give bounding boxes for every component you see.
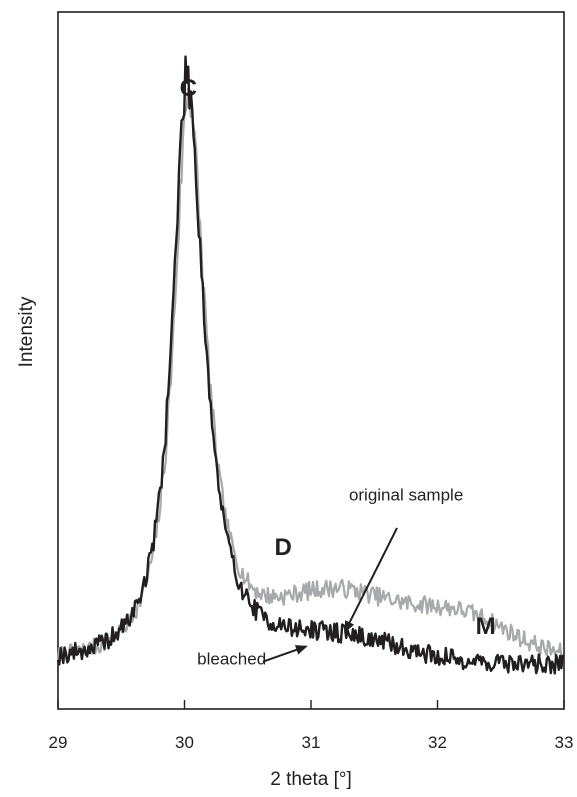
series-layer (56, 55, 564, 675)
peak-label-m: M (476, 613, 496, 640)
peak-label-d: D (274, 534, 291, 561)
series-line-original-sample (56, 87, 564, 664)
annotations: original sample bleached (197, 486, 463, 669)
annotation-bleached: bleached (197, 650, 266, 669)
peak-label-c: C (180, 75, 197, 102)
y-axis-label: Intensity (16, 296, 37, 367)
arrow-original-sample (344, 527, 398, 634)
series-line-bleached (56, 55, 564, 675)
x-tick-label: 33 (555, 733, 574, 752)
x-tick-label: 32 (428, 733, 447, 752)
peak-labels: C D M (180, 75, 496, 640)
x-axis-label: 2 theta [°] (270, 769, 352, 790)
x-tick-label: 31 (302, 733, 321, 752)
arrow-bleached (262, 645, 308, 663)
x-tick-label: 30 (175, 733, 194, 752)
x-tick-label: 29 (49, 733, 68, 752)
x-axis-ticks: 29 30 31 32 33 (49, 700, 574, 752)
annotation-original-sample: original sample (349, 486, 463, 505)
